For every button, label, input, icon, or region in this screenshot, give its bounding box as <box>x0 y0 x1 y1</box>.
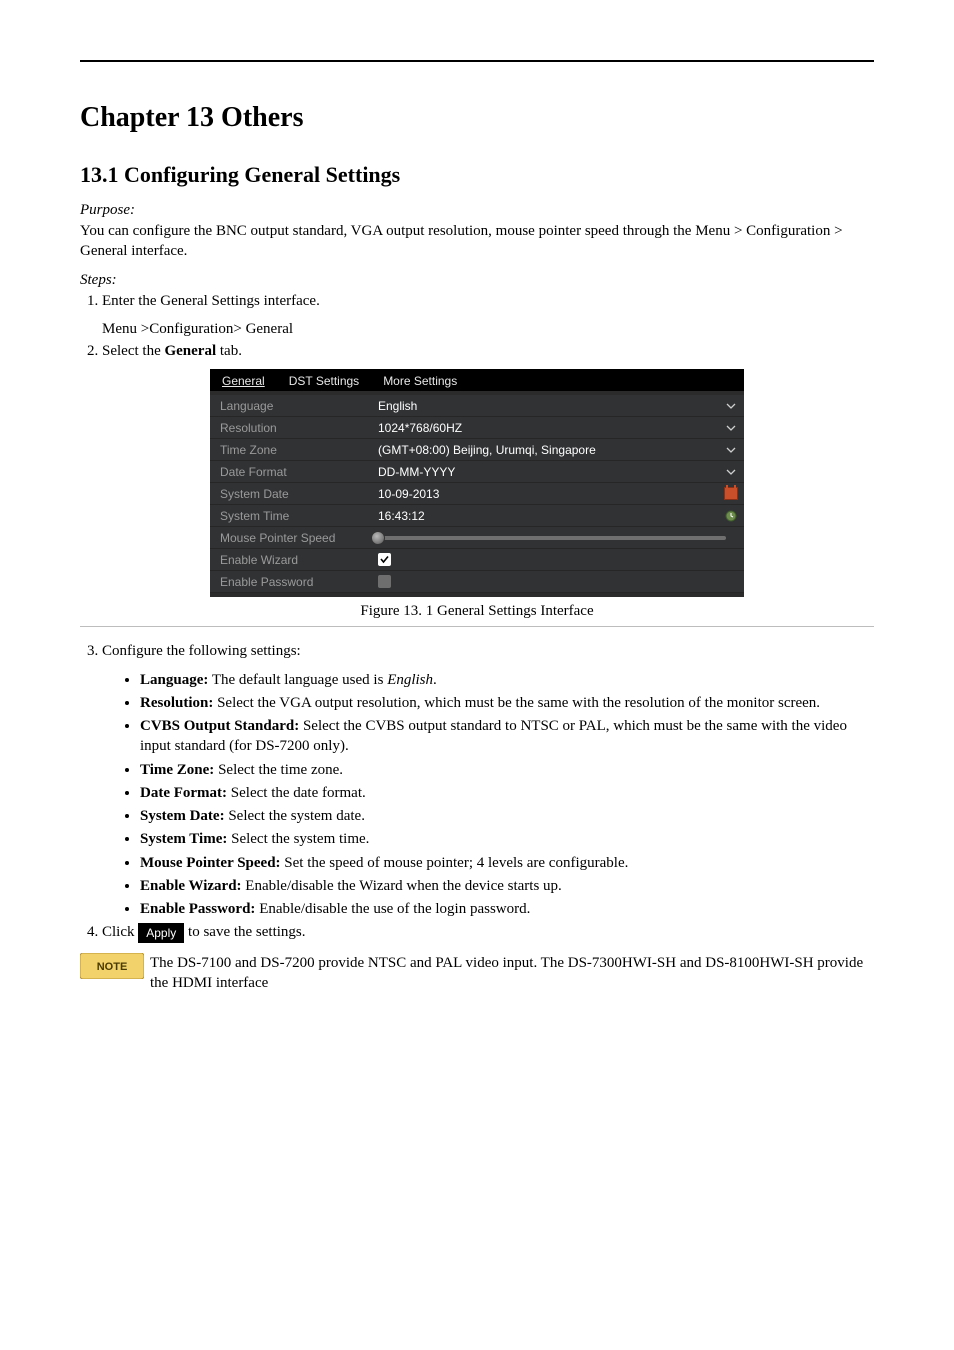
tab-more-settings[interactable]: More Settings <box>371 371 469 391</box>
bullet-timezone: Time Zone: Select the time zone. <box>140 760 874 780</box>
step-4a: Click <box>102 924 138 940</box>
step-1b: Menu >Configuration> General <box>102 319 874 339</box>
row-enablepassword: Enable Password <box>210 571 744 593</box>
label-enablepassword: Enable Password <box>210 575 378 589</box>
label-resolution: Resolution <box>210 421 378 435</box>
checkbox-enablewizard[interactable] <box>378 553 391 566</box>
row-mousespeed: Mouse Pointer Speed <box>210 527 744 549</box>
apply-button[interactable]: Apply <box>138 923 184 943</box>
bullet-systemdate-head: System Date: <box>140 808 225 824</box>
bullet-systemtime-tail: Select the system time. <box>227 831 369 847</box>
bullet-language-end: . <box>433 672 437 688</box>
row-language: Language English <box>210 395 744 417</box>
value-language: English <box>378 399 720 413</box>
select-dateformat[interactable]: DD-MM-YYYY <box>378 461 744 482</box>
bullet-enablewizard-tail: Enable/disable the Wizard when the devic… <box>242 878 562 894</box>
bullet-timezone-head: Time Zone: <box>140 762 214 778</box>
note-text: The DS-7100 and DS-7200 provide NTSC and… <box>150 953 874 994</box>
divider <box>80 626 874 627</box>
svg-text:NOTE: NOTE <box>97 961 128 973</box>
settings-tabs: General DST Settings More Settings <box>210 369 744 391</box>
row-enablewizard: Enable Wizard <box>210 549 744 571</box>
figure-caption: Figure 13. 1 General Settings Interface <box>80 603 874 620</box>
bullet-language-tail: The default language used is <box>208 672 387 688</box>
bullet-enablepassword: Enable Password: Enable/disable the use … <box>140 899 874 919</box>
chevron-down-icon <box>724 443 738 457</box>
step-4: Click Apply to save the settings. <box>102 922 874 943</box>
bullet-dateformat-tail: Select the date format. <box>227 785 366 801</box>
label-mousespeed: Mouse Pointer Speed <box>210 531 378 545</box>
step-1: Enter the General Settings interface. <box>102 291 874 311</box>
row-systemtime: System Time 16:43:12 <box>210 505 744 527</box>
step-2-pre: Select the <box>102 343 164 359</box>
bullet-enablewizard-head: Enable Wizard: <box>140 878 242 894</box>
bullet-systemdate: System Date: Select the system date. <box>140 806 874 826</box>
input-systemdate[interactable]: 10-09-2013 <box>378 483 744 504</box>
label-systemtime: System Time <box>210 509 378 523</box>
bullet-enablewizard: Enable Wizard: Enable/disable the Wizard… <box>140 876 874 896</box>
calendar-icon[interactable] <box>724 487 738 501</box>
bullet-mousespeed-tail: Set the speed of mouse pointer; 4 levels… <box>281 855 629 871</box>
label-timezone: Time Zone <box>210 443 378 457</box>
bullet-mousespeed-head: Mouse Pointer Speed: <box>140 855 281 871</box>
bullet-timezone-tail: Select the time zone. <box>214 762 343 778</box>
bullet-language-head: Language: <box>140 672 208 688</box>
chevron-down-icon <box>724 399 738 413</box>
bullet-language: Language: The default language used is E… <box>140 670 874 690</box>
purpose-text: You can configure the BNC output standar… <box>80 221 874 262</box>
select-language[interactable]: English <box>378 395 744 416</box>
step-4b: to save the settings. <box>184 924 305 940</box>
chevron-down-icon <box>724 465 738 479</box>
step-3: Configure the following settings: <box>102 641 874 661</box>
bullet-systemdate-tail: Select the system date. <box>225 808 365 824</box>
input-systemtime[interactable]: 16:43:12 <box>378 505 744 526</box>
value-dateformat: DD-MM-YYYY <box>378 465 720 479</box>
bullet-enablepassword-head: Enable Password: <box>140 901 255 917</box>
value-timezone: (GMT+08:00) Beijing, Urumqi, Singapore <box>378 443 720 457</box>
select-timezone[interactable]: (GMT+08:00) Beijing, Urumqi, Singapore <box>378 439 744 460</box>
steps-label: Steps: <box>80 272 874 289</box>
bullet-language-em: English <box>387 672 433 688</box>
bullet-cvbs: CVBS Output Standard: Select the CVBS ou… <box>140 716 874 757</box>
row-systemdate: System Date 10-09-2013 <box>210 483 744 505</box>
bullet-dateformat-head: Date Format: <box>140 785 227 801</box>
tab-general[interactable]: General <box>210 371 277 391</box>
value-resolution: 1024*768/60HZ <box>378 421 720 435</box>
row-dateformat: Date Format DD-MM-YYYY <box>210 461 744 483</box>
step-2-tail: tab. <box>216 343 242 359</box>
step-2: Select the General tab. <box>102 341 874 361</box>
slider-track[interactable] <box>378 536 726 540</box>
step-1a: Enter the General Settings interface. <box>102 293 320 309</box>
bullet-resolution-tail: Select the VGA output resolution, which … <box>213 695 820 711</box>
label-dateformat: Date Format <box>210 465 378 479</box>
clock-icon[interactable] <box>724 509 738 523</box>
select-resolution[interactable]: 1024*768/60HZ <box>378 417 744 438</box>
bullet-cvbs-head: CVBS Output Standard: <box>140 718 299 734</box>
bullet-systemtime: System Time: Select the system time. <box>140 829 874 849</box>
chevron-down-icon <box>724 421 738 435</box>
bullet-dateformat: Date Format: Select the date format. <box>140 783 874 803</box>
bullet-systemtime-head: System Time: <box>140 831 227 847</box>
section-title: 13.1 Configuring General Settings <box>80 162 874 188</box>
bullet-resolution: Resolution: Select the VGA output resolu… <box>140 693 874 713</box>
label-enablewizard: Enable Wizard <box>210 553 378 567</box>
checkbox-enablepassword[interactable] <box>378 575 391 588</box>
slider-thumb[interactable] <box>371 531 385 545</box>
row-resolution: Resolution 1024*768/60HZ <box>210 417 744 439</box>
bullet-enablepassword-tail: Enable/disable the use of the login pass… <box>255 901 530 917</box>
label-systemdate: System Date <box>210 487 378 501</box>
tab-dst-settings[interactable]: DST Settings <box>277 371 371 391</box>
value-systemtime: 16:43:12 <box>378 509 720 523</box>
row-timezone: Time Zone (GMT+08:00) Beijing, Urumqi, S… <box>210 439 744 461</box>
value-systemdate: 10-09-2013 <box>378 487 720 501</box>
bullet-mousespeed: Mouse Pointer Speed: Set the speed of mo… <box>140 853 874 873</box>
step-2-bold: General <box>164 343 216 359</box>
note-icon: NOTE <box>80 953 144 979</box>
purpose-label: Purpose: <box>80 202 874 219</box>
bullet-resolution-head: Resolution: <box>140 695 213 711</box>
chapter-title: Chapter 13 Others <box>80 102 874 134</box>
settings-panel: General DST Settings More Settings Langu… <box>210 369 744 597</box>
slider-mousespeed[interactable] <box>378 527 744 548</box>
label-language: Language <box>210 399 378 413</box>
